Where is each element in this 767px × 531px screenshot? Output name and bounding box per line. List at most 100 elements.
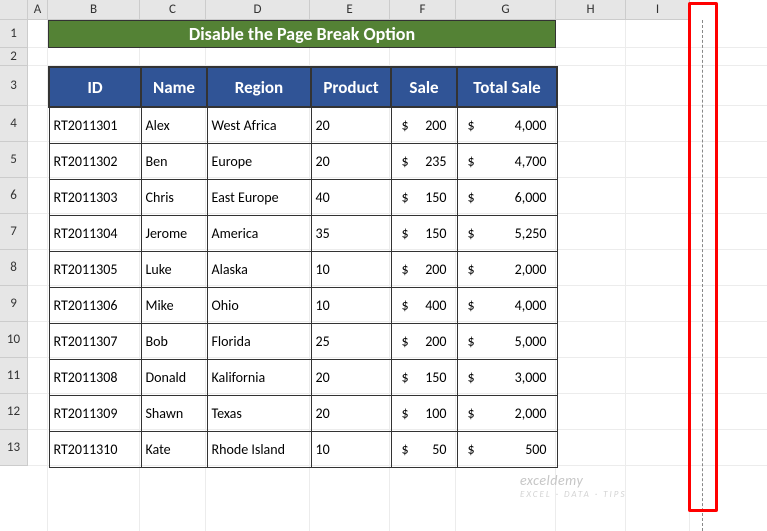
cell-name[interactable]: Shawn [141, 395, 207, 431]
column-header-I[interactable]: I [626, 0, 690, 20]
table-row[interactable]: RT2011307BobFlorida25$200$5,000 [49, 323, 557, 359]
cell-product[interactable]: 20 [311, 359, 391, 395]
cell-region[interactable]: East Europe [207, 179, 311, 215]
cell-id[interactable]: RT2011310 [49, 431, 141, 467]
cell-id[interactable]: RT2011309 [49, 395, 141, 431]
cell-sale[interactable]: $400 [391, 287, 457, 323]
cell-product[interactable]: 25 [311, 323, 391, 359]
cell-product[interactable]: 10 [311, 287, 391, 323]
column-header-C[interactable]: C [140, 0, 206, 20]
table-row[interactable]: RT2011306MikeOhio10$400$4,000 [49, 287, 557, 323]
cell-region[interactable]: Florida [207, 323, 311, 359]
cell-id[interactable]: RT2011308 [49, 359, 141, 395]
select-all-corner[interactable] [0, 0, 28, 20]
th-sale[interactable]: Sale [391, 67, 457, 107]
cell-region[interactable]: Alaska [207, 251, 311, 287]
table-row[interactable]: RT2011302BenEurope20$235$4,700 [49, 143, 557, 179]
cell-name[interactable]: Chris [141, 179, 207, 215]
th-name[interactable]: Name [141, 67, 207, 107]
cell-total[interactable]: $4,700 [457, 143, 557, 179]
cell-region[interactable]: Europe [207, 143, 311, 179]
cell-total[interactable]: $5,000 [457, 323, 557, 359]
table-row[interactable]: RT2011310KateRhode Island10$50$500 [49, 431, 557, 467]
th-id[interactable]: ID [49, 67, 141, 107]
th-region[interactable]: Region [207, 67, 311, 107]
cell-sale[interactable]: $150 [391, 359, 457, 395]
cell-sale[interactable]: $50 [391, 431, 457, 467]
cell-total[interactable]: $4,000 [457, 287, 557, 323]
cell-sale[interactable]: $150 [391, 215, 457, 251]
cell-id[interactable]: RT2011302 [49, 143, 141, 179]
cell-region[interactable]: Texas [207, 395, 311, 431]
row-header-13[interactable]: 13 [0, 430, 28, 466]
cell-name[interactable]: Luke [141, 251, 207, 287]
column-header-H[interactable]: H [556, 0, 626, 20]
row-header-6[interactable]: 6 [0, 178, 28, 214]
cell-name[interactable]: Bob [141, 323, 207, 359]
cell-sale[interactable]: $200 [391, 107, 457, 143]
row-header-10[interactable]: 10 [0, 322, 28, 358]
cell-region[interactable]: Ohio [207, 287, 311, 323]
cell-product[interactable]: 20 [311, 395, 391, 431]
row-header-8[interactable]: 8 [0, 250, 28, 286]
cell-sale[interactable]: $200 [391, 323, 457, 359]
cell-total[interactable]: $500 [457, 431, 557, 467]
cell-region[interactable]: Kalifornia [207, 359, 311, 395]
cell-product[interactable]: 20 [311, 107, 391, 143]
cell-name[interactable]: Ben [141, 143, 207, 179]
column-header-E[interactable]: E [310, 0, 390, 20]
cell-id[interactable]: RT2011303 [49, 179, 141, 215]
column-header-A[interactable]: A [28, 0, 48, 20]
cell-name[interactable]: Alex [141, 107, 207, 143]
row-header-7[interactable]: 7 [0, 214, 28, 250]
cell-id[interactable]: RT2011301 [49, 107, 141, 143]
cell-id[interactable]: RT2011307 [49, 323, 141, 359]
cell-product[interactable]: 35 [311, 215, 391, 251]
row-header-3[interactable]: 3 [0, 66, 28, 106]
cell-product[interactable]: 10 [311, 251, 391, 287]
cell-total[interactable]: $2,000 [457, 251, 557, 287]
row-header-1[interactable]: 1 [0, 20, 28, 48]
cell-name[interactable]: Jerome [141, 215, 207, 251]
cell-name[interactable]: Donald [141, 359, 207, 395]
cell-total[interactable]: $3,000 [457, 359, 557, 395]
cell-total[interactable]: $2,000 [457, 395, 557, 431]
row-header-9[interactable]: 9 [0, 286, 28, 322]
cell-sale[interactable]: $235 [391, 143, 457, 179]
cell-region[interactable]: Rhode Island [207, 431, 311, 467]
cell-sale[interactable]: $200 [391, 251, 457, 287]
cell-product[interactable]: 10 [311, 431, 391, 467]
table-row[interactable]: RT2011301AlexWest Africa20$200$4,000 [49, 107, 557, 143]
cell-total[interactable]: $4,000 [457, 107, 557, 143]
table-row[interactable]: RT2011309ShawnTexas20$100$2,000 [49, 395, 557, 431]
cell-region[interactable]: America [207, 215, 311, 251]
row-header-2[interactable]: 2 [0, 48, 28, 66]
column-header-G[interactable]: G [456, 0, 556, 20]
row-header-11[interactable]: 11 [0, 358, 28, 394]
row-header-4[interactable]: 4 [0, 106, 28, 142]
table-row[interactable]: RT2011308DonaldKalifornia20$150$3,000 [49, 359, 557, 395]
cell-region[interactable]: West Africa [207, 107, 311, 143]
table-row[interactable]: RT2011305LukeAlaska10$200$2,000 [49, 251, 557, 287]
cell-id[interactable]: RT2011304 [49, 215, 141, 251]
cell-product[interactable]: 40 [311, 179, 391, 215]
th-total-sale[interactable]: Total Sale [457, 67, 557, 107]
column-header-F[interactable]: F [390, 0, 456, 20]
cell-sale[interactable]: $150 [391, 179, 457, 215]
row-header-5[interactable]: 5 [0, 142, 28, 178]
cell-sale[interactable]: $100 [391, 395, 457, 431]
column-header-B[interactable]: B [48, 0, 140, 20]
cell-product[interactable]: 20 [311, 143, 391, 179]
grid-area[interactable]: Disable the Page Break Option IDNameRegi… [28, 20, 767, 531]
th-product[interactable]: Product [311, 67, 391, 107]
column-header-D[interactable]: D [206, 0, 310, 20]
spreadsheet[interactable]: ABCDEFGHI 12345678910111213 Disable the … [0, 0, 767, 531]
table-row[interactable]: RT2011303ChrisEast Europe40$150$6,000 [49, 179, 557, 215]
cell-total[interactable]: $6,000 [457, 179, 557, 215]
cell-id[interactable]: RT2011305 [49, 251, 141, 287]
cell-id[interactable]: RT2011306 [49, 287, 141, 323]
cell-total[interactable]: $5,250 [457, 215, 557, 251]
table-row[interactable]: RT2011304JeromeAmerica35$150$5,250 [49, 215, 557, 251]
cell-name[interactable]: Kate [141, 431, 207, 467]
row-header-12[interactable]: 12 [0, 394, 28, 430]
